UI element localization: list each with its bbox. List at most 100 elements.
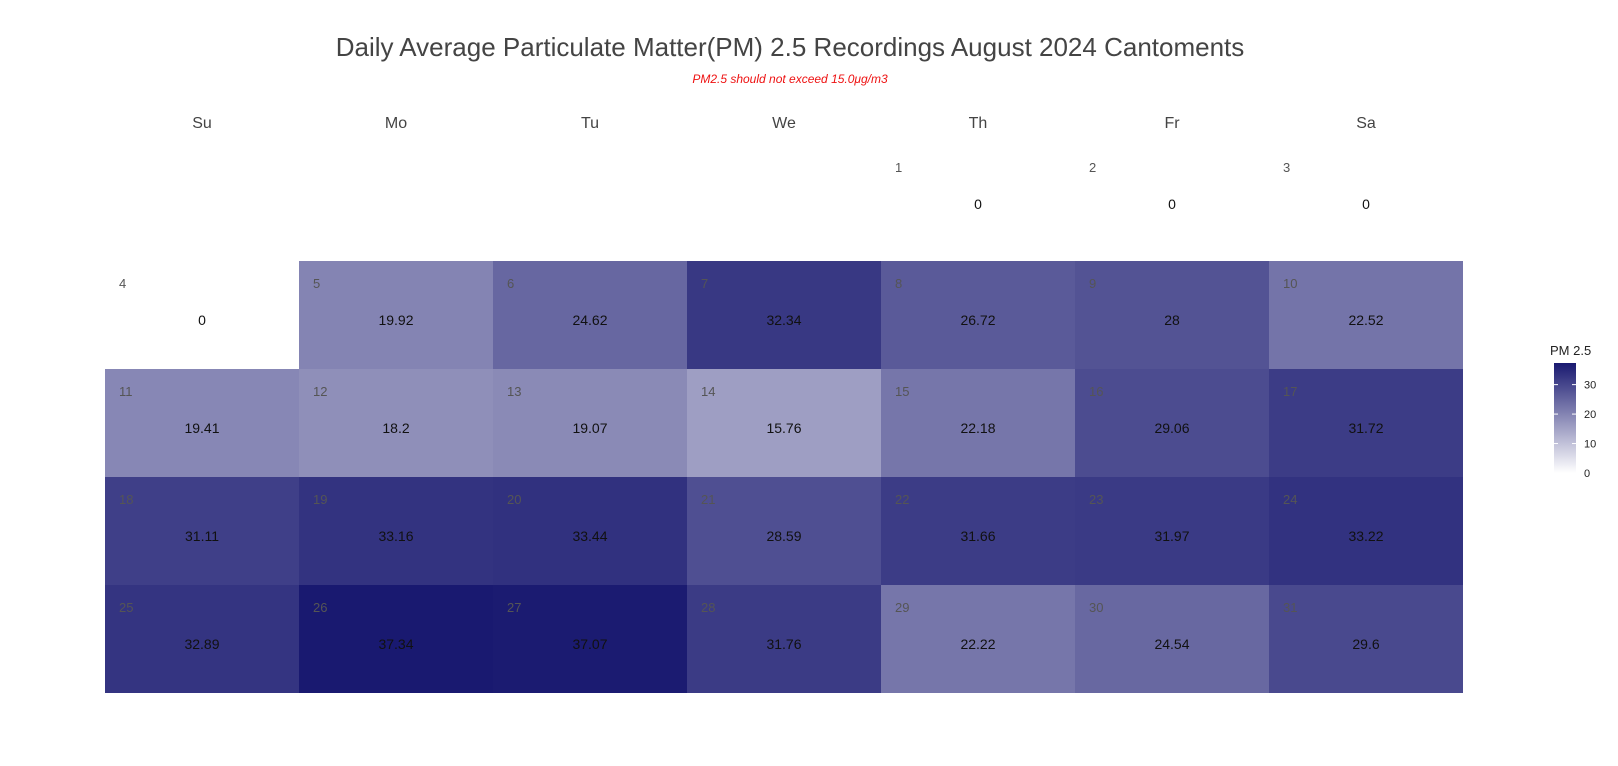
day-number: 10 (1283, 276, 1297, 291)
day-number: 23 (1089, 492, 1103, 507)
legend-tick-label: 0 (1584, 468, 1590, 480)
day-number: 27 (507, 600, 521, 615)
day-cell (299, 477, 493, 585)
day-cell (299, 261, 493, 369)
legend-tick-label: 10 (1584, 439, 1596, 451)
day-number: 11 (119, 384, 133, 399)
day-cell (1269, 369, 1463, 477)
day-number: 28 (701, 600, 715, 615)
day-cell (881, 145, 1075, 261)
legend-title: PM 2.5 (1550, 343, 1591, 358)
day-value: 24.54 (1154, 636, 1189, 652)
day-value: 28 (1164, 312, 1180, 328)
day-cell (493, 477, 687, 585)
day-cell (881, 261, 1075, 369)
day-value: 32.89 (184, 636, 219, 652)
day-number: 29 (895, 600, 909, 615)
day-number: 2 (1089, 160, 1096, 175)
day-value: 29.6 (1352, 636, 1379, 652)
day-cell (1075, 369, 1269, 477)
day-cell (881, 585, 1075, 693)
day-value: 33.22 (1348, 528, 1383, 544)
day-number: 8 (895, 276, 902, 291)
day-number: 19 (313, 492, 327, 507)
legend-tick-label: 30 (1584, 380, 1596, 392)
day-value: 37.34 (378, 636, 413, 652)
day-value: 26.72 (960, 312, 995, 328)
day-cell (299, 369, 493, 477)
weekday-header-sa: Sa (1356, 115, 1376, 132)
day-cell (105, 369, 299, 477)
day-cell (1269, 585, 1463, 693)
day-cell (105, 261, 299, 369)
weekday-header-mo: Mo (385, 115, 407, 132)
day-value: 31.76 (766, 636, 801, 652)
day-value: 0 (1362, 196, 1370, 212)
day-number: 17 (1283, 384, 1297, 399)
day-number: 7 (701, 276, 708, 291)
day-value: 33.44 (572, 528, 607, 544)
day-value: 15.76 (766, 420, 801, 436)
day-number: 16 (1089, 384, 1103, 399)
day-value: 0 (974, 196, 982, 212)
day-cell (1269, 261, 1463, 369)
day-value: 0 (198, 312, 206, 328)
day-cell (1269, 145, 1463, 261)
day-cell (105, 477, 299, 585)
day-value: 28.59 (766, 528, 801, 544)
day-number: 1 (895, 160, 902, 175)
day-value: 24.62 (572, 312, 607, 328)
day-value: 33.16 (378, 528, 413, 544)
day-number: 22 (895, 492, 909, 507)
day-number: 14 (701, 384, 715, 399)
day-cell (1075, 477, 1269, 585)
day-value: 19.41 (184, 420, 219, 436)
day-number: 5 (313, 276, 320, 291)
day-cell (687, 585, 881, 693)
day-number: 13 (507, 384, 521, 399)
day-cell (687, 477, 881, 585)
day-cell (493, 369, 687, 477)
day-cell (1075, 261, 1269, 369)
day-value: 31.11 (185, 528, 219, 544)
day-number: 18 (119, 492, 133, 507)
day-cell (881, 369, 1075, 477)
chart-subtitle: PM2.5 should not exceed 15.0μg/m3 (692, 72, 888, 86)
day-value: 22.52 (1348, 312, 1383, 328)
day-number: 24 (1283, 492, 1297, 507)
weekday-header-su: Su (192, 115, 212, 132)
day-cell (1075, 585, 1269, 693)
day-cell (1269, 477, 1463, 585)
day-number: 20 (507, 492, 521, 507)
day-value: 32.34 (766, 312, 801, 328)
day-number: 6 (507, 276, 514, 291)
day-cell (299, 585, 493, 693)
day-value: 37.07 (572, 636, 607, 652)
day-value: 22.18 (960, 420, 995, 436)
day-value: 31.66 (960, 528, 995, 544)
day-cell (1075, 145, 1269, 261)
day-value: 19.07 (572, 420, 607, 436)
day-value: 31.72 (1348, 420, 1383, 436)
day-value: 29.06 (1154, 420, 1189, 436)
day-number: 21 (701, 492, 715, 507)
day-number: 31 (1283, 600, 1297, 615)
legend-tick-label: 20 (1584, 409, 1596, 421)
day-cell (881, 477, 1075, 585)
day-cell (687, 261, 881, 369)
day-value: 19.92 (378, 312, 413, 328)
day-number: 15 (895, 384, 909, 399)
chart-title: Daily Average Particulate Matter(PM) 2.5… (335, 32, 1245, 62)
day-value: 22.22 (960, 636, 995, 652)
weekday-header-fr: Fr (1164, 115, 1180, 132)
day-number: 30 (1089, 600, 1103, 615)
day-number: 12 (313, 384, 327, 399)
day-number: 4 (119, 276, 126, 291)
day-number: 26 (313, 600, 327, 615)
day-cell (493, 585, 687, 693)
weekday-header-tu: Tu (581, 115, 599, 132)
day-number: 25 (119, 600, 133, 615)
day-cell (105, 585, 299, 693)
day-number: 3 (1283, 160, 1290, 175)
